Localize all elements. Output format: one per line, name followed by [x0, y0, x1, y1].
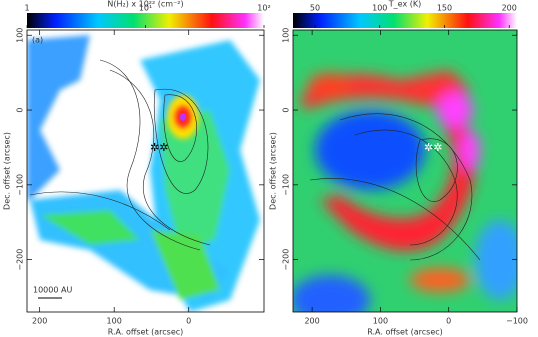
y-tick-label: 100 [282, 28, 291, 43]
y-axis-label: Dec. offset (arcsec) [3, 132, 12, 210]
colorbar-tick-label: 10¹ [139, 4, 152, 13]
excitation-temperature-map: ✲✲ [293, 30, 517, 312]
panel-tag: (a) [32, 36, 43, 45]
x-tick-label: 0 [446, 317, 451, 326]
y-axis-label: Dec. offset (arcsec) [269, 132, 278, 210]
colorbar [27, 13, 264, 28]
colorbar [293, 13, 517, 28]
x-tick-label: 100 [373, 317, 388, 326]
y-tick-label: 0 [16, 107, 25, 112]
x-tick-label: 0 [186, 317, 191, 326]
y-tick-label: 0 [282, 107, 291, 112]
scale-bar-label: 10000 AU [33, 286, 72, 295]
y-tick-label: −100 [282, 174, 291, 196]
colorbar-tick-label: 200 [502, 4, 517, 13]
y-tick-label: 100 [16, 28, 25, 43]
colorbar-label: N(H₂) x 10²² (cm⁻²) [107, 0, 183, 9]
x-tick-label: −100 [506, 317, 528, 326]
y-tick-label: −100 [16, 174, 25, 196]
x-tick-label: 200 [304, 317, 319, 326]
colorbar-tick-label: 100 [372, 4, 387, 13]
x-axis-label: R.A. offset (arcsec) [108, 328, 184, 337]
colorbar-tick-label: 10² [257, 4, 270, 13]
star-markers: ✲✲ [424, 141, 442, 154]
colorbar-tick-label: 50 [310, 4, 320, 13]
colorbar-tick-label: 1 [24, 4, 29, 13]
plot-frame [26, 29, 265, 313]
colorbar-label: T_ex (K) [388, 0, 421, 9]
star-markers: ✲✲ [150, 141, 168, 154]
x-tick-label: 200 [32, 317, 47, 326]
x-tick-label: 100 [107, 317, 122, 326]
plot-frame [292, 29, 518, 313]
colorbar-tick-label: 150 [437, 4, 452, 13]
x-axis-label: R.A. offset (arcsec) [367, 328, 443, 337]
y-tick-label: −200 [282, 249, 291, 271]
y-tick-label: −200 [16, 249, 25, 271]
column-density-map: ✲✲ [27, 30, 264, 312]
